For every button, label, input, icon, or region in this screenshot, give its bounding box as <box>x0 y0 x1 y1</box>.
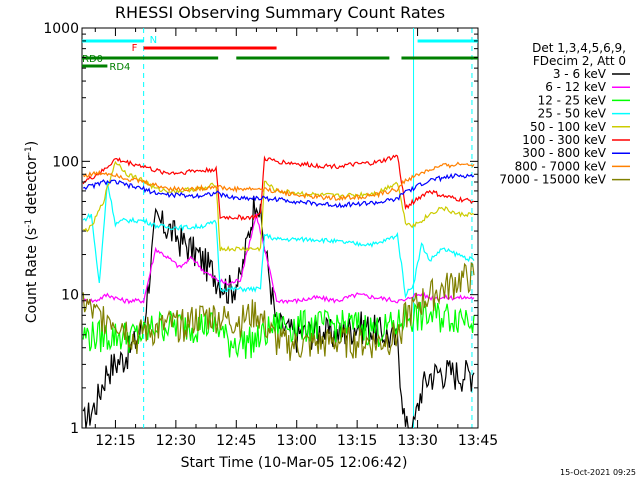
y-axis-label-mid: detector <box>24 155 40 219</box>
series-line-2 <box>82 301 475 359</box>
x-tick-label-6: 13:45 <box>458 433 498 449</box>
axes: 12:15 12:30 12:45 13:00 13:15 13:30 13:45 1 10 10… <box>43 21 498 449</box>
legend-label-2: 12 - 25 keV <box>538 93 607 107</box>
legend: Det 1,3,4,5,6,9, FDecim 2, Att 0 3 - 6 k… <box>499 41 630 187</box>
flare-flag-label: F <box>132 43 138 54</box>
series-line-3 <box>82 181 475 299</box>
rd4-flag-label: RD4 <box>109 62 130 73</box>
chart-title: RHESSI Observing Summary Count Rates <box>115 3 445 22</box>
legend-label-1: 6 - 12 keV <box>545 80 607 94</box>
legend-header-line-2: FDecim 2, Att 0 <box>533 54 626 68</box>
series-layer <box>82 154 475 429</box>
plot-area <box>81 27 479 429</box>
x-tick-label-4: 13:15 <box>337 433 377 449</box>
y-axis-label: Count Rate (s-1 detector-1) <box>24 141 40 323</box>
series-line-5 <box>82 154 474 221</box>
legend-label-7: 800 - 7000 keV <box>515 159 607 173</box>
y-tick-label-1: 10 <box>61 288 79 304</box>
y-axis-label-exp-2: -1 <box>24 146 34 155</box>
legend-label-3: 25 - 50 keV <box>538 107 607 121</box>
x-tick-label-1: 12:30 <box>156 433 196 449</box>
series-line-6 <box>82 173 475 209</box>
footer-timestamp: 15-Oct-2021 09:25 <box>560 468 636 477</box>
y-axis-label-suffix: ) <box>24 141 40 146</box>
plot-frame <box>81 27 479 429</box>
legend-label-8: 7000 - 15000 keV <box>499 173 606 187</box>
legend-label-5: 100 - 300 keV <box>522 133 606 147</box>
legend-header-line-1: Det 1,3,4,5,6,9, <box>532 41 626 55</box>
y-tick-label-0: 1 <box>70 421 79 437</box>
series-line-7 <box>82 161 475 201</box>
legend-label-6: 300 - 800 keV <box>522 146 606 160</box>
y-tick-label-3: 1000 <box>43 21 79 37</box>
legend-label-0: 3 - 6 keV <box>553 67 607 81</box>
rd0-flag-label: RD0 <box>82 54 103 65</box>
y-tick-label-2: 100 <box>52 154 79 170</box>
x-tick-label-3: 13:00 <box>277 433 317 449</box>
series-line-1 <box>82 213 475 305</box>
y-axis-label-prefix: Count Rate (s <box>24 228 40 323</box>
legend-label-4: 50 - 100 keV <box>530 120 607 134</box>
night-flag-label: N <box>150 35 157 46</box>
y-axis-label-exp-1: -1 <box>24 219 34 228</box>
x-tick-label-2: 12:45 <box>216 433 256 449</box>
x-tick-label-0: 12:15 <box>95 433 135 449</box>
x-axis-label: Start Time (10-Mar-05 12:06:42) <box>181 455 408 471</box>
x-tick-label-5: 13:30 <box>397 433 437 449</box>
series-line-8 <box>82 262 475 361</box>
flag-bars: N F RD0 RD4 <box>82 28 478 428</box>
